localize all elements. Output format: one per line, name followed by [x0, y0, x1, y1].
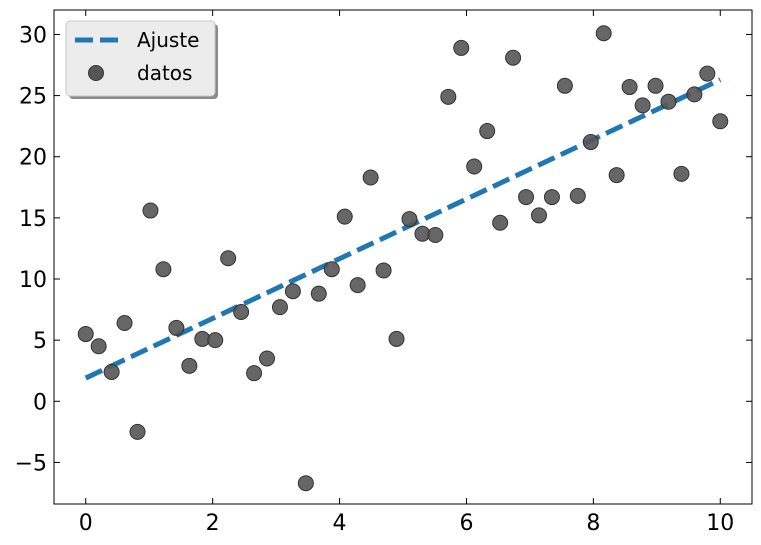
legend: Ajuste datos: [65, 20, 218, 99]
data-point: [155, 261, 172, 278]
data-point: [505, 49, 522, 66]
data-point: [220, 250, 237, 267]
data-point: [207, 332, 224, 349]
data-point: [362, 169, 379, 186]
data-point: [453, 39, 470, 56]
data-point: [543, 189, 560, 206]
data-point: [401, 211, 418, 228]
data-point: [271, 299, 288, 316]
data-point: [686, 86, 703, 103]
data-point: [712, 113, 729, 130]
data-point: [608, 167, 625, 184]
plot-frame: [53, 9, 753, 505]
legend-data-swatch: [88, 65, 104, 81]
data-point: [582, 134, 599, 151]
data-point: [233, 304, 250, 321]
data-point: [284, 283, 301, 300]
y-tick-label: 25: [19, 85, 47, 110]
y-tick-label: 20: [19, 146, 47, 171]
data-point: [90, 338, 107, 355]
x-axis: 0 2 4 6 8 10: [79, 10, 734, 536]
data-point: [375, 262, 392, 279]
data-point: [129, 423, 146, 440]
data-point: [595, 25, 612, 42]
x-tick-label: 0: [79, 511, 93, 536]
data-point: [297, 475, 314, 492]
data-point: [556, 77, 573, 94]
data-point: [660, 93, 677, 110]
data-point: [634, 97, 651, 114]
y-tick-label: 15: [19, 207, 47, 232]
data-point: [181, 357, 198, 374]
y-tick-label: 30: [19, 23, 47, 48]
data-point: [673, 165, 690, 182]
x-tick-label: 10: [706, 511, 734, 536]
data-point: [103, 363, 120, 380]
data-point: [336, 208, 353, 225]
fit-line: [84, 77, 722, 381]
data-point: [466, 158, 483, 175]
data-point: [323, 261, 340, 278]
y-axis: −5 0 5 10 15 20 25 30: [15, 23, 752, 476]
legend-label-data: datos: [137, 61, 192, 85]
data-point: [621, 79, 638, 96]
data-point: [349, 277, 366, 294]
data-point: [168, 319, 185, 336]
y-tick-label: 10: [19, 268, 47, 293]
data-point: [518, 189, 535, 206]
data-point: [699, 65, 716, 82]
data-point: [77, 326, 94, 343]
fit-line-layer: [84, 77, 722, 381]
data-point: [427, 226, 444, 243]
x-tick-label: 4: [333, 511, 347, 536]
data-point: [569, 187, 586, 204]
y-tick-label: 5: [33, 329, 47, 354]
x-tick-label: 6: [459, 511, 473, 536]
data-point: [492, 214, 509, 231]
data-point: [246, 365, 263, 382]
x-tick-label: 8: [586, 511, 600, 536]
data-point: [142, 202, 159, 219]
y-tick-label: 0: [33, 390, 47, 415]
data-point: [388, 330, 405, 347]
data-point: [116, 315, 133, 332]
x-tick-label: 2: [206, 511, 220, 536]
legend-label-fit: Ajuste: [137, 28, 199, 52]
data-points-layer: [77, 25, 729, 492]
data-point: [259, 350, 276, 367]
data-point: [479, 123, 496, 140]
data-point: [647, 77, 664, 94]
data-point: [440, 88, 457, 105]
data-point: [530, 207, 547, 224]
data-point: [310, 285, 327, 302]
y-tick-label: −5: [15, 451, 47, 476]
